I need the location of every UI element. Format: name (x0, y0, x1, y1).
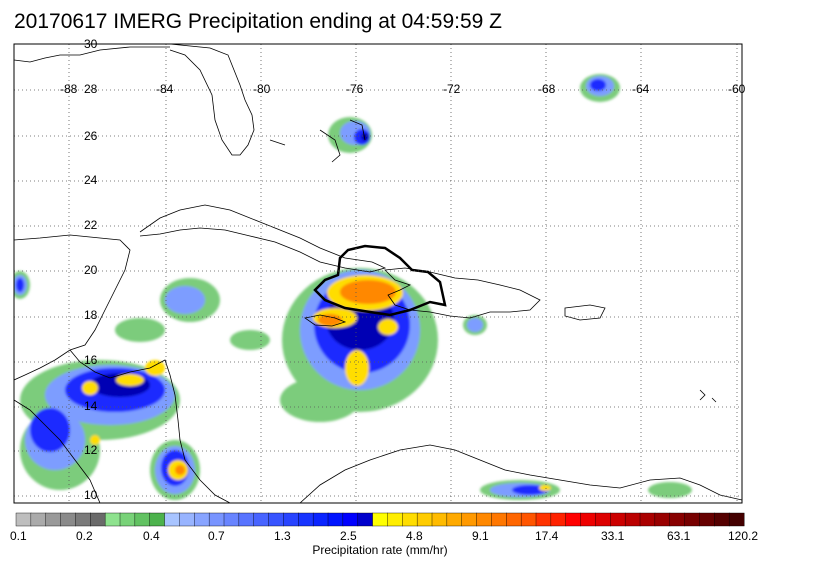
colorbar-cell (550, 512, 567, 527)
colorbar-tick-label: 4.8 (406, 529, 423, 543)
colorbar-cell (416, 512, 433, 527)
colorbar-cell (491, 512, 507, 527)
lon-label: -60 (728, 82, 746, 96)
lon-label: -64 (632, 82, 650, 96)
colorbar-cell (45, 512, 62, 527)
colorbar-tick-label: 63.1 (667, 529, 691, 543)
colorbar-cell (342, 512, 359, 527)
colorbar-cell (565, 512, 582, 527)
colorbar-cell (461, 512, 478, 527)
colorbar-cell (610, 512, 626, 527)
colorbar-cell (431, 512, 448, 527)
colorbar-cell (699, 512, 715, 527)
colorbar-cell (15, 512, 32, 527)
lon-label: -68 (538, 82, 556, 96)
lat-label: 22 (84, 218, 98, 232)
colorbar-cell (402, 512, 418, 527)
colorbar-cell (312, 512, 329, 527)
lat-label: 10 (84, 488, 98, 502)
colorbar-cell (298, 512, 314, 527)
storm-outline (313, 244, 447, 317)
colorbar-tick-label: 33.1 (601, 529, 625, 543)
colorbar-cell (90, 512, 106, 527)
colorbar-tick-label: 0.7 (208, 529, 225, 543)
lat-label: 30 (84, 37, 98, 51)
lat-label: 14 (84, 399, 98, 413)
colorbar-cell (506, 512, 522, 527)
lat-label: 16 (84, 353, 98, 367)
colorbar-cell (446, 512, 463, 527)
colorbar-cell (75, 512, 91, 527)
colorbar-cell (476, 512, 492, 527)
lon-label: -84 (156, 82, 174, 96)
colorbar-cell (149, 512, 166, 527)
colorbar-cell (30, 512, 47, 527)
colorbar-cell (238, 512, 255, 527)
lon-label: -88 (60, 82, 78, 96)
lat-label: 26 (84, 129, 98, 143)
colorbar-tick-label: 9.1 (472, 529, 489, 543)
plot-frame (13, 43, 743, 504)
lon-label: -80 (253, 82, 271, 96)
lat-lon-grid (14, 44, 742, 503)
map-title: 20170617 IMERG Precipitation ending at 0… (14, 10, 502, 33)
colorbar-tick-label: 120.2 (728, 529, 759, 543)
colorbar-cell (327, 512, 344, 527)
lon-label: -76 (346, 82, 364, 96)
lat-label: 20 (84, 263, 98, 277)
colorbar-cell (268, 512, 284, 527)
colorbar-cell (357, 512, 374, 527)
colorbar-cell (372, 512, 388, 527)
colorbar-cell (684, 512, 700, 527)
colorbar-cell (669, 512, 686, 527)
colorbar-tick-label: 17.4 (535, 529, 559, 543)
colorbar-cell (60, 512, 76, 527)
colorbar-cell (654, 512, 671, 527)
colorbar-cell (580, 512, 596, 527)
lat-label: 18 (84, 308, 98, 322)
colorbar-cell (119, 512, 136, 527)
colorbar-tick-label: 2.5 (340, 529, 357, 543)
colorbar-cell (104, 512, 121, 527)
colorbar-tick-label: 0.4 (143, 529, 160, 543)
colorbar-cell (283, 512, 299, 527)
colorbar-cell (535, 512, 552, 527)
colorbar-cell (164, 512, 180, 527)
colorbar-cell (520, 512, 537, 527)
precipitation-field (14, 74, 692, 500)
colorbar-cell (134, 512, 151, 527)
colorbar-cell (714, 512, 730, 527)
plot-area (14, 44, 742, 503)
lat-label: 24 (84, 173, 98, 187)
colorbar-tick-label: 1.3 (274, 529, 291, 543)
colorbar-cell (728, 512, 745, 527)
colorbar-tick-label: 0.1 (10, 529, 27, 543)
lat-label: 28 (84, 82, 98, 96)
colorbar (15, 512, 745, 527)
colorbar-cell (639, 512, 656, 527)
colorbar-cell (624, 512, 641, 527)
colorbar-tick-label: 0.2 (76, 529, 93, 543)
lat-label: 12 (84, 443, 98, 457)
coastlines (14, 44, 742, 503)
colorbar-title: Precipitation rate (mm/hr) (312, 543, 448, 557)
colorbar-cell (253, 512, 270, 527)
colorbar-cell (179, 512, 195, 527)
colorbar-cell (208, 512, 225, 527)
lon-label: -72 (443, 82, 461, 96)
colorbar-cell (223, 512, 240, 527)
colorbar-cell (595, 512, 611, 527)
colorbar-cell (194, 512, 210, 527)
colorbar-cell (387, 512, 403, 527)
